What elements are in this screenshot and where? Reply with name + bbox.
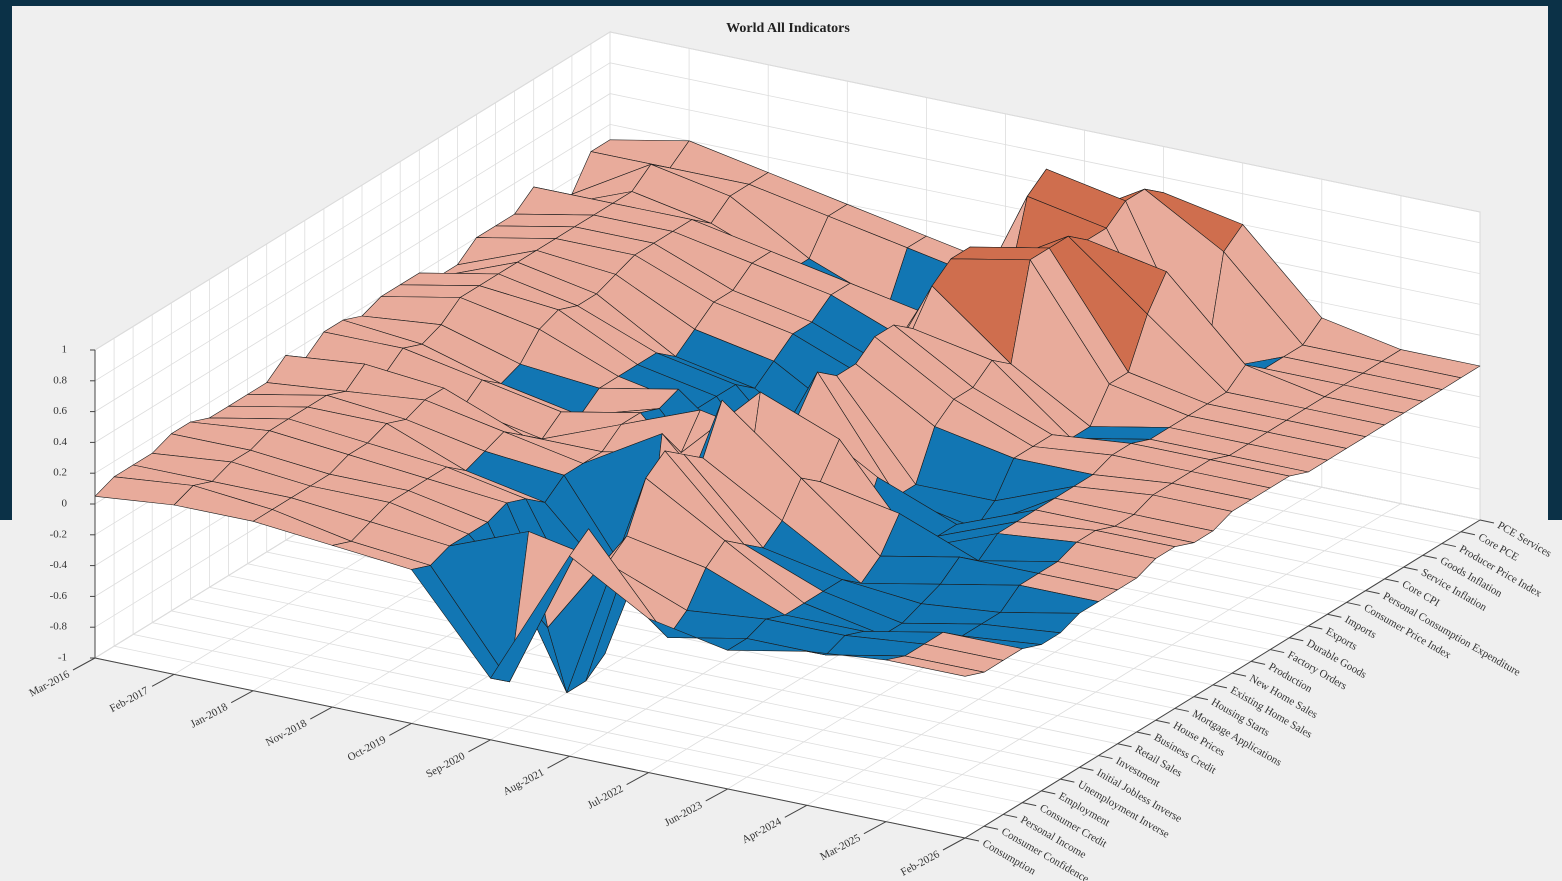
y-tick: [1193, 696, 1208, 701]
z-tick-label: 0.2: [53, 467, 67, 479]
y-tick: [1231, 672, 1247, 677]
y-tick: [1174, 707, 1189, 712]
y-grid-line: [266, 244, 1137, 733]
y-tick: [1079, 766, 1094, 771]
y-grid-line: [285, 232, 1156, 721]
y-tick: [1136, 731, 1151, 736]
y-tick: [1384, 578, 1399, 583]
y-tick: [1003, 813, 1018, 818]
y-tick: [1270, 649, 1285, 654]
z-tick-label: 1: [62, 344, 68, 356]
y-tick: [964, 837, 980, 842]
z-tick-label: 0: [62, 498, 68, 510]
y-tick: [1460, 531, 1476, 536]
y-grid-line: [247, 255, 1118, 745]
y-tick: [1479, 519, 1495, 524]
y-tick: [1117, 743, 1132, 748]
y-tick: [1212, 684, 1228, 689]
x-tick: [151, 673, 175, 687]
y-tick: [1308, 625, 1323, 630]
x-tick: [942, 837, 966, 851]
y-tick: [1441, 543, 1456, 548]
z-tick-label: -0.2: [50, 528, 67, 540]
y-tick: [1155, 719, 1170, 724]
y-tick: [1346, 601, 1361, 606]
y-tick: [1041, 790, 1056, 795]
x-tick: [389, 723, 412, 736]
z-tick-label: -1: [58, 652, 67, 664]
y-tick: [1403, 566, 1418, 571]
y-tick: [1327, 613, 1342, 618]
z-tick-label: -0.8: [50, 621, 68, 633]
y-grid-line: [132, 326, 1004, 815]
x-tick: [72, 657, 96, 671]
x-tick: [784, 804, 808, 818]
y-tick: [1365, 590, 1380, 595]
y-grid-line: [151, 314, 1023, 804]
chart-title: World All Indicators: [726, 21, 850, 36]
y-grid-line: [170, 302, 1042, 792]
z-tick-label: 0.8: [53, 374, 67, 386]
x-tick: [230, 690, 254, 704]
z-tick-label: -0.4: [50, 559, 68, 571]
x-tick: [705, 788, 728, 802]
x-tick: [547, 755, 570, 769]
y-tick: [1060, 778, 1075, 783]
y-tick: [983, 825, 999, 830]
x-tick: [626, 772, 649, 785]
y-tick: [1251, 660, 1266, 665]
y-tick: [1098, 755, 1113, 760]
surface-patch: [885, 655, 985, 677]
z-tick-label: 0.6: [53, 405, 67, 417]
y-grid-line: [189, 291, 1061, 780]
x-tick: [863, 821, 887, 835]
z-tick-label: 0.4: [53, 436, 67, 448]
x-tick: [310, 706, 333, 720]
y-grid-line: [113, 338, 985, 827]
x-tick: [468, 739, 491, 753]
z-tick-label: -0.6: [50, 590, 68, 602]
y-tick: [1422, 554, 1437, 559]
x-axis: [94, 657, 966, 839]
y-tick: [1289, 637, 1304, 642]
y-tick: [1022, 802, 1037, 807]
y-grid-line: [228, 267, 1099, 756]
surface: [94, 139, 1481, 694]
y-grid-line: [208, 279, 1080, 768]
y-axis: [964, 519, 1481, 839]
